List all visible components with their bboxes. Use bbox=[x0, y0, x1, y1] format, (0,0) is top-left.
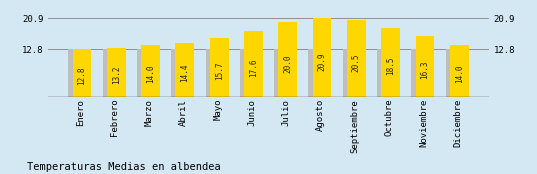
Text: 20.9: 20.9 bbox=[317, 53, 326, 71]
Bar bbox=[210, 38, 229, 97]
Bar bbox=[274, 49, 287, 97]
Bar bbox=[137, 49, 150, 97]
Text: 14.4: 14.4 bbox=[180, 64, 190, 82]
Bar bbox=[240, 49, 253, 97]
Bar bbox=[446, 49, 459, 97]
Bar bbox=[343, 49, 355, 97]
Bar bbox=[176, 43, 194, 97]
Bar bbox=[347, 20, 366, 97]
Bar bbox=[68, 49, 82, 97]
Text: 20.5: 20.5 bbox=[352, 53, 361, 72]
Text: 15.7: 15.7 bbox=[215, 61, 224, 80]
Text: 14.0: 14.0 bbox=[146, 64, 155, 83]
Text: 18.5: 18.5 bbox=[386, 57, 395, 75]
Bar bbox=[377, 49, 390, 97]
Bar bbox=[103, 49, 115, 97]
Bar bbox=[411, 49, 424, 97]
Text: 16.3: 16.3 bbox=[420, 61, 430, 79]
Text: Temperaturas Medias en albendea: Temperaturas Medias en albendea bbox=[27, 162, 221, 172]
Text: 20.0: 20.0 bbox=[284, 54, 292, 73]
Text: 12.8: 12.8 bbox=[77, 66, 86, 85]
Bar bbox=[171, 49, 184, 97]
Bar bbox=[381, 27, 400, 97]
Bar bbox=[244, 31, 263, 97]
Bar bbox=[313, 18, 331, 97]
Bar bbox=[72, 49, 91, 97]
Bar bbox=[278, 22, 297, 97]
Bar bbox=[206, 49, 219, 97]
Bar bbox=[107, 48, 126, 97]
Bar bbox=[308, 49, 322, 97]
Text: 13.2: 13.2 bbox=[112, 66, 121, 84]
Text: 17.6: 17.6 bbox=[249, 58, 258, 77]
Bar bbox=[416, 36, 434, 97]
Text: 14.0: 14.0 bbox=[455, 64, 464, 83]
Bar bbox=[450, 45, 469, 97]
Bar bbox=[141, 45, 160, 97]
